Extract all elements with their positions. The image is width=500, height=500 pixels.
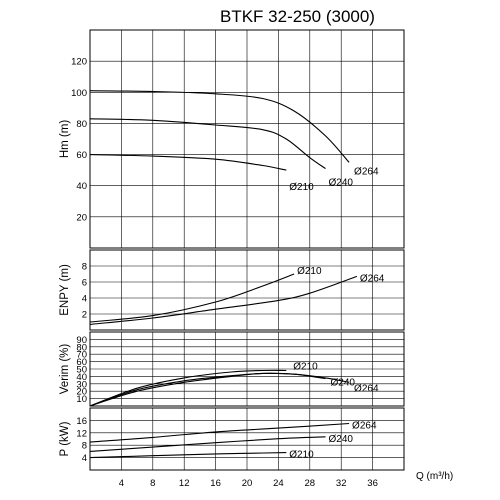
y-tick-label: 40 [76,372,87,383]
series-line-d264 [89,372,350,407]
panel-npsh: 2 4 6 8 ENPY (m) Ø210 Ø264 [59,249,405,331]
y-axis-label: Hm (m) [59,120,71,158]
series-label: Ø240 [329,434,354,445]
series-label: Ø240 [329,178,354,189]
series-label: Ø210 [289,182,314,193]
series-line-d210 [89,369,287,407]
series-line-d264 [89,90,350,163]
panel-frame [89,29,405,249]
y-tick-label: 2 [82,310,87,321]
series-label: Ø264 [360,273,385,284]
y-tick-label: 20 [76,212,87,223]
x-tick-label: 28 [305,478,316,489]
series-label: Ø264 [354,383,379,394]
y-tick-label: 70 [76,350,87,361]
y-tick-label: 30 [76,379,87,390]
y-tick-label: 60 [76,150,87,161]
series-label: Ø210 [293,361,318,372]
series-line-d240 [89,436,326,452]
y-tick-label: 4 [82,453,87,464]
x-tick-label: 20 [242,478,253,489]
panel-frame [89,331,405,407]
series-label: Ø210 [297,266,322,277]
y-tick-label: 50 [76,365,87,376]
series-label: Ø210 [289,450,314,461]
y-tick-label: 8 [82,262,87,273]
y-tick-label: 80 [76,342,87,353]
series-line-d264 [89,275,358,325]
y-tick-label: 8 [82,441,87,452]
x-axis: 4 8 12 16 20 24 28 32 36 Q (m³/h) [119,471,453,489]
series-line-d264 [89,422,350,443]
series-line-d210 [89,154,287,171]
y-tick-label: 40 [76,181,87,192]
y-axis-label: Verim (%) [59,344,71,395]
y-tick-label: 90 [76,335,87,346]
y-axis-label: ENPY (m) [59,264,71,316]
x-tick-label: 36 [367,478,378,489]
panel-frame [89,407,405,471]
y-tick-label: 20 [76,387,87,398]
y-tick-label: 80 [76,119,87,130]
x-axis-label: Q (m³/h) [416,471,453,482]
x-tick-label: 8 [150,478,155,489]
panel-frame [89,249,405,331]
series-label: Ø264 [352,421,377,432]
y-tick-label: 4 [82,294,87,305]
series-label: Ø264 [354,166,379,177]
x-tick-label: 12 [179,478,190,489]
x-tick-label: 4 [119,478,124,489]
y-tick-label: 6 [82,278,87,289]
series-line-d210 [89,273,295,323]
series-label: Ø240 [331,378,356,389]
y-tick-label: 120 [71,57,87,68]
series-line-d240 [89,118,326,170]
chart-title: BTKF 32-250 (3000) [220,7,375,26]
x-tick-label: 32 [336,478,347,489]
y-tick-label: 10 [76,394,87,405]
x-tick-label: 16 [210,478,221,489]
y-tick-label: 16 [76,416,87,427]
y-axis-label: P (kW) [59,421,71,456]
y-tick-label: 100 [71,88,87,99]
x-tick-label: 24 [273,478,284,489]
y-tick-label: 60 [76,357,87,368]
series-line-d240 [89,372,326,407]
series-line-d210 [89,452,287,459]
y-tick-label: 12 [76,428,87,439]
